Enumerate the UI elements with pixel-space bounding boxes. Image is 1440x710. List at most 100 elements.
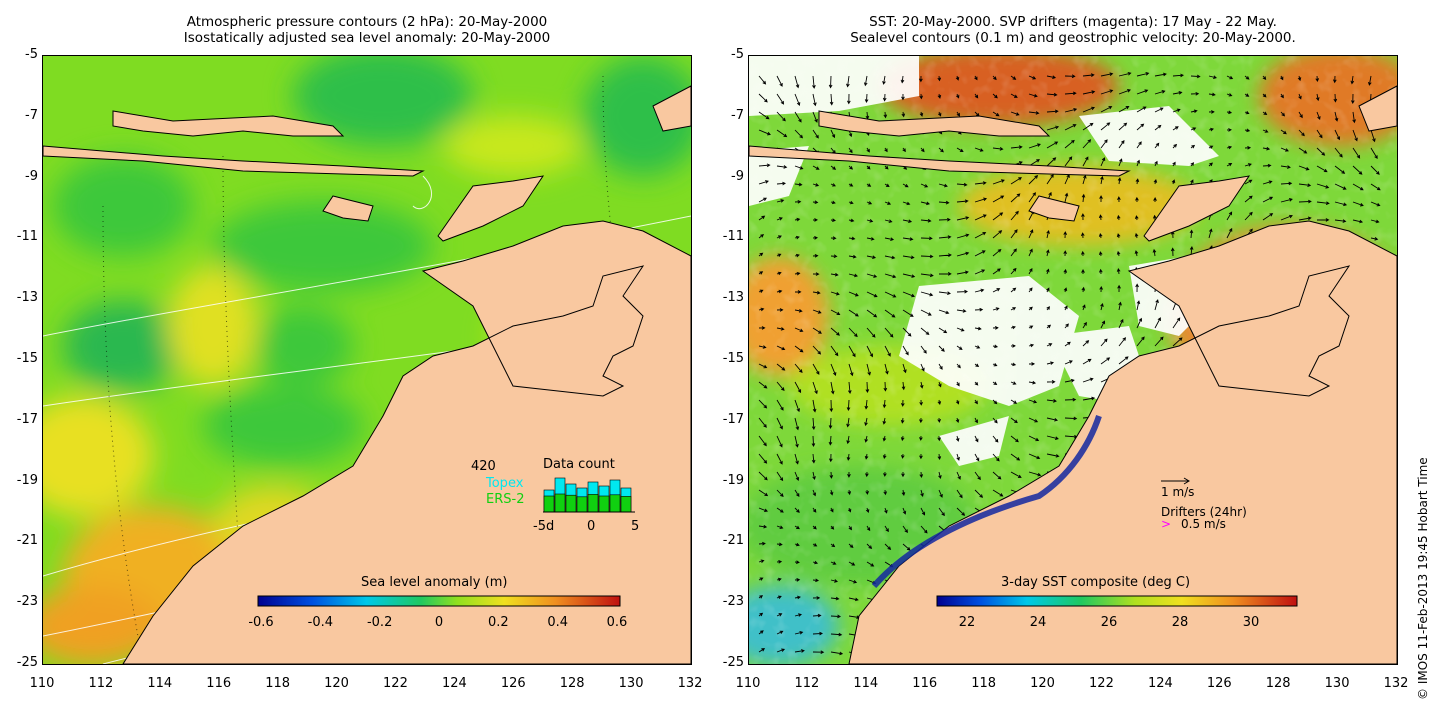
velocity-arrow xyxy=(830,596,840,601)
velocity-arrow xyxy=(1028,229,1034,239)
velocity-arrow xyxy=(1010,417,1018,424)
velocity-arrow xyxy=(846,435,850,445)
velocity-arrow xyxy=(883,489,888,496)
velocity-arrow xyxy=(1208,127,1214,132)
velocity-arrow xyxy=(1099,195,1103,203)
velocity-arrow xyxy=(900,417,905,424)
velocity-arrow xyxy=(1154,142,1160,149)
velocity-arrow xyxy=(938,147,944,153)
velocity-arrow xyxy=(812,93,817,107)
velocity-arrow xyxy=(1170,247,1175,257)
velocity-arrow xyxy=(956,309,967,313)
velocity-arrow xyxy=(794,308,803,313)
velocity-arrow xyxy=(1226,93,1233,97)
velocity-arrow xyxy=(1046,380,1056,384)
velocity-arrow xyxy=(1298,147,1308,154)
velocity-arrow xyxy=(974,381,979,386)
velocity-arrow xyxy=(900,435,905,442)
velocity-arrow xyxy=(1172,91,1183,95)
velocity-arrow xyxy=(920,218,932,223)
velocity-arrow xyxy=(830,254,838,259)
velocity-arrow xyxy=(938,272,952,276)
velocity-arrow xyxy=(1244,211,1253,221)
velocity-arrow xyxy=(1316,218,1330,222)
velocity-arrow xyxy=(848,236,856,241)
sst-legend: 1 m/s Drifters (24hr) > 0.5 m/s xyxy=(1161,477,1247,531)
velocity-arrow xyxy=(830,200,836,205)
velocity-arrow xyxy=(902,309,914,317)
vector-scale-arrowhead xyxy=(1183,477,1190,485)
sla-colorbar-gradient xyxy=(257,595,621,607)
velocity-arrow xyxy=(829,93,834,106)
velocity-arrow xyxy=(902,543,911,551)
velocity-arrow xyxy=(1098,214,1103,221)
ers2-count-bar xyxy=(576,496,588,513)
velocity-arrow xyxy=(1099,268,1103,275)
velocity-arrow xyxy=(992,93,998,99)
velocity-arrow xyxy=(1082,90,1096,95)
velocity-arrow xyxy=(884,237,895,241)
velocity-arrow xyxy=(938,507,945,517)
velocity-arrow xyxy=(992,344,999,349)
velocity-arrow xyxy=(956,233,970,239)
velocity-arrow xyxy=(758,163,771,168)
velocity-arrow xyxy=(884,345,891,357)
velocity-arrow xyxy=(1064,74,1076,79)
velocity-arrow xyxy=(758,289,764,293)
velocity-arrow xyxy=(1118,356,1129,365)
velocity-arrow xyxy=(992,147,1004,151)
velocity-arrow xyxy=(812,290,821,295)
velocity-arrow xyxy=(1046,75,1057,79)
drifters-label: Drifters (24hr) xyxy=(1161,505,1247,519)
velocity-arrow xyxy=(1136,123,1145,131)
velocity-arrow xyxy=(758,399,768,409)
sla-colorbar-tick: 0.6 xyxy=(607,615,628,630)
velocity-arrow xyxy=(758,345,767,349)
right-map-panel: 1 m/s Drifters (24hr) > 0.5 m/s 3-day SS… xyxy=(748,55,1398,665)
ers2-count-bar xyxy=(609,494,621,513)
velocity-arrow xyxy=(1280,93,1284,99)
velocity-arrow xyxy=(794,630,804,635)
velocity-arrow xyxy=(1118,301,1122,311)
velocity-arrow xyxy=(776,381,785,392)
velocity-arrow xyxy=(846,399,851,411)
left-title-line2: Isostatically adjusted sea level anomaly… xyxy=(183,30,551,46)
velocity-arrow xyxy=(794,578,801,582)
sla-colorbar-tick: -0.6 xyxy=(248,615,273,630)
velocity-arrow xyxy=(812,218,818,222)
velocity-arrow xyxy=(794,560,800,564)
velocity-arrow xyxy=(1316,201,1330,205)
velocity-arrow xyxy=(1352,219,1364,224)
velocity-arrow xyxy=(992,417,998,424)
velocity-arrow xyxy=(811,417,816,431)
velocity-arrow xyxy=(794,253,800,258)
ers2-count-bar xyxy=(565,494,577,513)
velocity-arrow xyxy=(758,541,766,546)
velocity-arrow xyxy=(956,270,969,275)
velocity-arrow xyxy=(1064,341,1071,347)
velocity-arrow xyxy=(920,201,931,206)
right-lon-tick: 116 xyxy=(912,676,938,691)
velocity-arrow xyxy=(1028,192,1036,203)
velocity-arrow xyxy=(848,200,854,205)
velocity-arrow xyxy=(776,630,784,635)
velocity-arrow xyxy=(1332,75,1337,84)
velocity-arrow xyxy=(882,453,887,460)
velocity-arrow xyxy=(848,561,856,566)
velocity-arrow xyxy=(812,165,820,170)
velocity-arrow xyxy=(883,111,888,119)
velocity-arrow xyxy=(974,489,984,498)
velocity-arrow xyxy=(1010,471,1022,478)
velocity-arrow xyxy=(974,250,986,257)
data-count-histogram xyxy=(543,477,632,513)
velocity-arrow xyxy=(956,199,969,204)
velocity-arrow xyxy=(1082,156,1089,167)
right-lat-tick: -19 xyxy=(722,472,744,488)
velocity-arrow xyxy=(938,291,951,295)
velocity-arrow xyxy=(1262,111,1268,116)
velocity-arrow xyxy=(1333,93,1338,103)
velocity-arrow xyxy=(776,199,785,203)
velocity-arrow xyxy=(1352,183,1364,191)
velocity-arrow xyxy=(1208,162,1213,167)
sst-colorbar: 3-day SST composite (deg C) 22 24 26 28 30 xyxy=(936,575,1298,630)
